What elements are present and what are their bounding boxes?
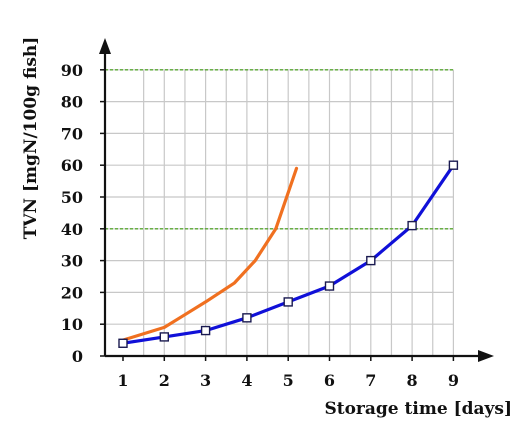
- y-tick-label: 90: [61, 61, 83, 80]
- series-2-point: [324, 281, 335, 291]
- grid: [105, 69, 454, 356]
- y-tick-label: 50: [61, 188, 83, 207]
- y-tick-label: 80: [61, 93, 83, 112]
- series-2-point: [283, 297, 293, 307]
- series-2-point: [159, 332, 170, 342]
- y-tick-labels: 0 10 20 30 40 50 60 70 80 90: [61, 61, 105, 366]
- series-2-point: [118, 338, 128, 348]
- x-tick-label: 2: [159, 371, 170, 390]
- x-tick-label: 3: [200, 371, 211, 390]
- x-tick-label: 7: [365, 371, 376, 390]
- series-2-point: [200, 325, 211, 336]
- x-tick-labels: 1 2 3 4 5 6 7 8 9: [117, 356, 459, 390]
- x-tick-label: 8: [407, 371, 418, 390]
- y-axis-title: TVN [mgN/100g fish]: [21, 37, 41, 240]
- y-axis-arrow: [99, 38, 111, 54]
- x-tick-label: 5: [283, 371, 294, 390]
- y-tick-label: 60: [61, 156, 83, 175]
- series-line-1: [121, 166, 299, 342]
- x-axis-title: Storage time [days]: [324, 399, 512, 419]
- x-tick-label: 9: [448, 371, 459, 390]
- y-tick-label: 30: [61, 252, 83, 271]
- y-tick-label: 0: [72, 347, 83, 366]
- series-2-point: [366, 255, 376, 266]
- y-tick-label: 40: [61, 220, 83, 239]
- y-tick-label: 10: [61, 315, 83, 334]
- series-2-point: [242, 313, 252, 323]
- y-tick-label: 70: [61, 124, 83, 143]
- series: [118, 160, 459, 348]
- x-tick-label: 1: [117, 371, 128, 390]
- x-tick-label: 4: [241, 371, 252, 390]
- reference-lines: [105, 69, 454, 230]
- x-axis-arrow: [478, 350, 494, 362]
- series-2-point: [448, 160, 459, 170]
- x-tick-label: 6: [324, 371, 335, 390]
- series-2-point: [407, 220, 417, 231]
- y-tick-label: 20: [61, 283, 83, 302]
- axes: [99, 38, 494, 362]
